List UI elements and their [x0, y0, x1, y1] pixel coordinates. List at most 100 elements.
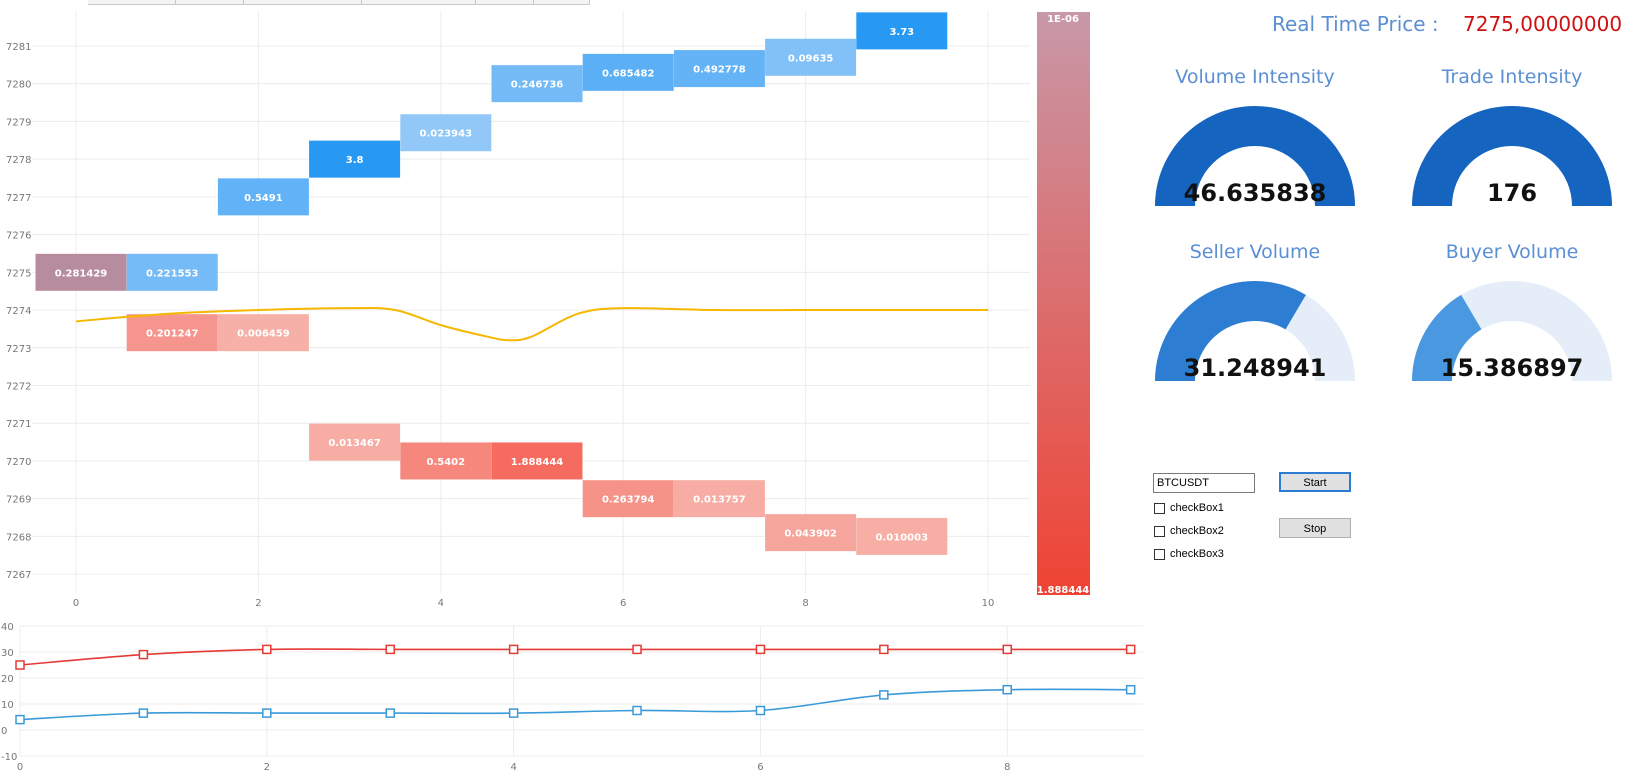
- x-tick-label: 0: [17, 762, 23, 773]
- stop-button[interactable]: Stop: [1279, 518, 1351, 538]
- series-2-point: [755, 705, 766, 716]
- series-1-point: [262, 644, 272, 655]
- x-tick-label: 0: [73, 598, 79, 609]
- y-tick-label: 7279: [6, 117, 31, 128]
- y-tick-label: 7267: [6, 570, 31, 581]
- seller-volume-title: Seller Volume: [1189, 241, 1321, 263]
- heatmap-cell-label: 0.023943: [420, 129, 473, 140]
- heatmap-cell: [673, 50, 765, 88]
- x-tick-label: 8: [1004, 762, 1010, 773]
- y-tick-label: 7278: [6, 155, 31, 166]
- seller-volume-gauge-fill: [1155, 281, 1306, 381]
- color-scale-top-label: 1E-06: [1047, 14, 1079, 25]
- series-1-point: [508, 644, 519, 655]
- series-2-point: [138, 708, 149, 718]
- series-2-point: [262, 708, 272, 718]
- heatmap-cell: [582, 53, 674, 91]
- checkbox-3[interactable]: checkBox3: [1154, 548, 1224, 560]
- buyer-volume-gauge-fill: [1412, 294, 1482, 381]
- volume-intensity-value: 46.635838: [1183, 179, 1327, 207]
- trade-intensity-gauge: [1412, 106, 1612, 206]
- trade-intensity-title: Trade Intensity: [1441, 66, 1583, 88]
- heatmap-cell-label: 0.013467: [328, 438, 381, 449]
- y-tick-label: 7268: [6, 532, 31, 543]
- checkbox-1-label: checkBox1: [1170, 502, 1224, 514]
- checkbox-1[interactable]: checkBox1: [1154, 502, 1224, 514]
- series-2-point: [1125, 684, 1136, 695]
- line-chart-grid: [19, 625, 1143, 757]
- series-1-point: [138, 649, 149, 660]
- series-2-point: [632, 705, 642, 716]
- price-line: [75, 307, 988, 342]
- seller-volume-gauge: [1155, 281, 1355, 381]
- x-tick-label: 10: [982, 598, 995, 609]
- series-2-point: [15, 714, 25, 725]
- checkbox-2-box[interactable]: [1154, 525, 1165, 537]
- seller-volume-value: 31.248941: [1183, 354, 1327, 382]
- heatmap-cell-label: 0.246736: [511, 80, 564, 91]
- toolbar-segment[interactable]: [362, 0, 476, 5]
- series-1-point: [1125, 644, 1136, 655]
- x-tick-label: 4: [438, 598, 444, 609]
- heatmap-cell: [309, 423, 401, 461]
- series-2-point: [508, 708, 519, 718]
- heatmap-cell-label: 0.201247: [146, 329, 199, 340]
- trade-intensity-gauge-fill: [1412, 106, 1612, 206]
- toolbar-segment[interactable]: [176, 0, 244, 5]
- series-2-point: [1002, 684, 1013, 695]
- checkbox-2-label: checkBox2: [1170, 525, 1224, 537]
- heatmap-cell: [35, 253, 127, 291]
- toolbar-segment[interactable]: [88, 0, 176, 5]
- toolbar-segment[interactable]: [244, 0, 362, 5]
- toolbar-segment[interactable]: [476, 0, 534, 5]
- checkbox-2[interactable]: checkBox2: [1154, 525, 1224, 537]
- heatmap-cell-label: 0.263794: [602, 495, 655, 506]
- heatmap-cell-label: 3.8: [346, 155, 364, 166]
- symbol-input[interactable]: [1153, 473, 1255, 493]
- volume-intensity-gauge-fill: [1155, 106, 1355, 206]
- volume-intensity-title: Volume Intensity: [1175, 66, 1335, 88]
- checkbox-1-box[interactable]: [1154, 502, 1165, 514]
- series-line-1: [19, 648, 1131, 666]
- line-chart-y-axis: -10 0 10 20 30 40: [1, 622, 17, 763]
- top-toolbar-strip: [0, 0, 1650, 5]
- heatmap-cell: [217, 314, 309, 352]
- y-tick-label: 7275: [6, 268, 31, 279]
- heatmap-cell: [400, 114, 492, 152]
- checkbox-3-label: checkBox3: [1170, 548, 1224, 560]
- toolbar-segment[interactable]: [534, 0, 590, 5]
- line-chart-series: [15, 644, 1136, 725]
- heatmap-cell-label: 0.221553: [146, 268, 199, 279]
- heatmap-cell-label: 0.5491: [244, 193, 283, 204]
- heatmap-cell: [491, 442, 583, 480]
- checkbox-3-box[interactable]: [1154, 548, 1165, 560]
- volume-intensity-gauge: [1155, 106, 1355, 206]
- heatmap-cell-label: 0.013757: [693, 495, 746, 506]
- heatmap-cell: [765, 514, 857, 552]
- buyer-volume-value: 15.386897: [1440, 354, 1584, 382]
- heatmap-cell-label: 0.281429: [55, 268, 108, 279]
- trade-intensity-value: 176: [1486, 179, 1538, 207]
- heatmap-cell: [491, 65, 583, 103]
- heatmap-y-axis: 7267 7268 7269 7270 7271 7272 7273 7274 7275 7276…: [6, 42, 31, 581]
- series-1-point: [15, 660, 25, 670]
- x-tick-label: 6: [757, 762, 763, 773]
- y-tick-label: 7273: [6, 344, 31, 355]
- heatmap-cell-label: 0.006459: [237, 329, 290, 340]
- start-button[interactable]: Start: [1279, 472, 1351, 492]
- heatmap-cell-label: 0.043902: [784, 529, 837, 540]
- heatmap-cell-label: 3.73: [889, 27, 914, 38]
- x-tick-label: 6: [620, 598, 626, 609]
- series-line-2: [19, 688, 1131, 721]
- y-tick-label: 7269: [6, 495, 31, 506]
- heatmap-price-line: [75, 307, 988, 342]
- heatmap-cells: 0.281429 0.221553 0.5491 3.8 0.023943 0.24673…: [35, 12, 948, 555]
- heatmap-cell-label: 1.888444: [511, 457, 564, 468]
- heatmap-cell: [765, 38, 857, 76]
- heatmap-cell-label: 0.09635: [788, 53, 834, 64]
- heatmap-cell-label: 0.5402: [427, 457, 466, 468]
- heatmap-cell: [582, 480, 674, 518]
- x-tick-label: 2: [255, 598, 261, 609]
- y-tick-label: 0: [1, 726, 7, 737]
